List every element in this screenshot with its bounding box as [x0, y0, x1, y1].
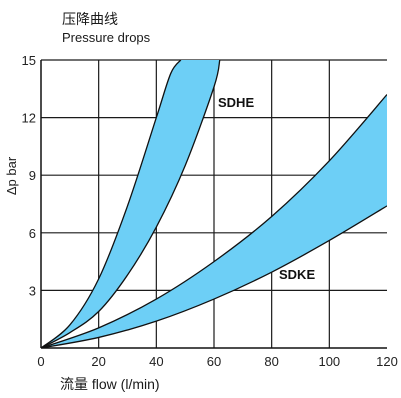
x-tick-label: 80 — [264, 354, 278, 369]
x-axis-label: 流量 flow (l/min) — [60, 374, 160, 394]
y-tick-label: 15 — [22, 53, 36, 68]
series-label-sdke: SDKE — [279, 267, 315, 282]
tick-labels: 0 20 40 60 80 100 120 3 6 9 12 15 — [22, 53, 398, 369]
x-axis-label-cn: 流量 — [60, 377, 88, 393]
x-tick-label: 20 — [91, 354, 105, 369]
y-tick-label: 6 — [29, 226, 36, 241]
line-sdke-lower — [41, 205, 387, 348]
chart-subtitle: Pressure drops — [62, 30, 151, 45]
y-tick-label: 9 — [29, 168, 36, 183]
x-tick-label: 60 — [207, 354, 221, 369]
series-label-sdhe: SDHE — [218, 95, 254, 110]
chart-title-cn: 压降曲线 — [62, 12, 118, 28]
series-areas — [41, 60, 387, 348]
area-sdke — [41, 60, 387, 348]
x-axis-label-en: flow (l/min) — [91, 376, 160, 392]
x-tick-label: 120 — [376, 354, 398, 369]
area-sdhe — [41, 60, 220, 348]
y-tick-label: 3 — [29, 283, 36, 298]
line-sdhe-lower — [41, 60, 221, 348]
series-lines — [41, 60, 387, 348]
series-labels: SDHE SDKE — [218, 95, 315, 282]
x-tick-label: 40 — [149, 354, 163, 369]
line-sdhe-upper — [41, 60, 182, 348]
y-axis-label: Δp bar — [4, 156, 19, 195]
x-tick-label: 0 — [37, 354, 44, 369]
line-sdke-upper — [41, 94, 387, 348]
x-tick-label: 100 — [318, 354, 340, 369]
y-tick-label: 12 — [22, 111, 36, 126]
axes — [40, 60, 387, 349]
